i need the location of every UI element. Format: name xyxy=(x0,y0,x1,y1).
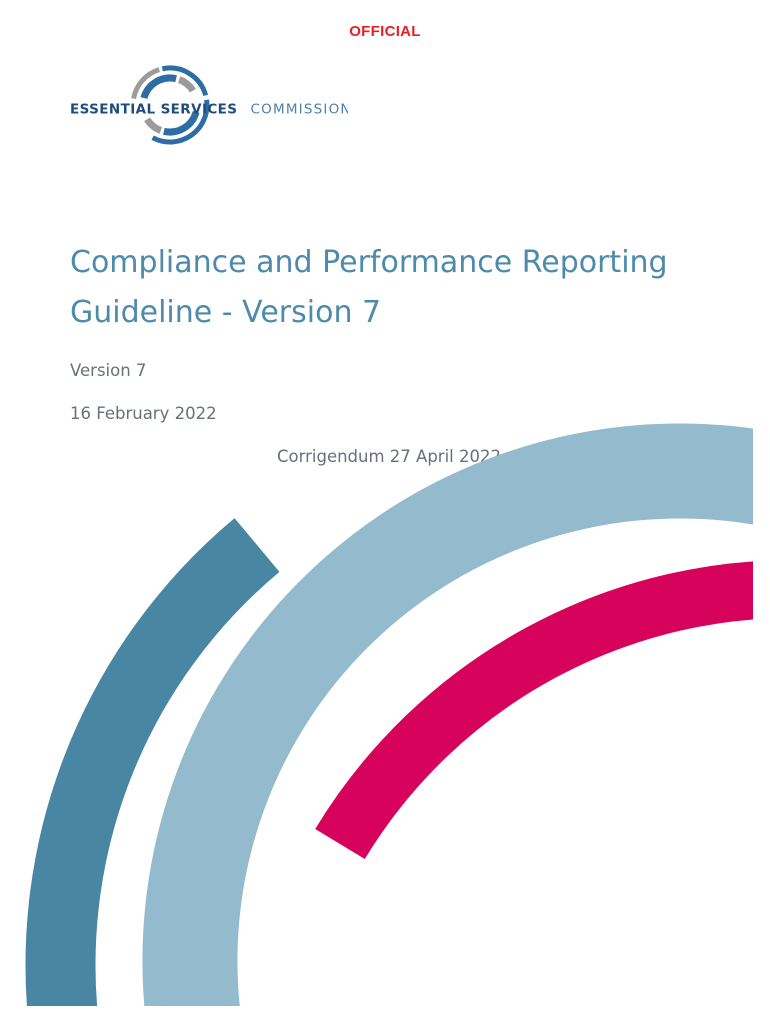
logo-swoosh-icon xyxy=(163,110,200,136)
page-title-line-1: Compliance and Performance Reporting xyxy=(70,245,668,280)
logo-swoosh-icon xyxy=(144,117,163,134)
logo-swoosh-icon xyxy=(151,99,210,145)
logo-text-essential-services: ESSENTIAL SERVICES xyxy=(70,102,237,118)
logo-swoosh-icon xyxy=(161,65,209,97)
classification-banner: OFFICIAL xyxy=(349,23,421,40)
logo-swoosh-icon xyxy=(177,76,196,93)
logo-swoosh-icon xyxy=(131,67,161,100)
date-label: 16 February 2022 xyxy=(70,404,217,423)
dark-blue-arc xyxy=(25,518,280,1006)
logo-wordmark: ESSENTIAL SERVICES COMMISSION xyxy=(70,99,348,118)
crimson-arc xyxy=(315,561,753,860)
essential-services-commission-logo: ESSENTIAL SERVICES COMMISSION xyxy=(70,65,348,145)
logo-swoosh-icon xyxy=(140,74,177,100)
page-title-line-2: Guideline - Version 7 xyxy=(70,295,382,330)
light-blue-arc xyxy=(142,423,753,1006)
corrigendum-label: Corrigendum 27 April 2022 xyxy=(277,447,501,466)
logo-text-commission: COMMISSION xyxy=(251,102,348,118)
page-title: Compliance and Performance Reporting Gui… xyxy=(70,238,710,338)
version-label: Version 7 xyxy=(70,361,147,380)
